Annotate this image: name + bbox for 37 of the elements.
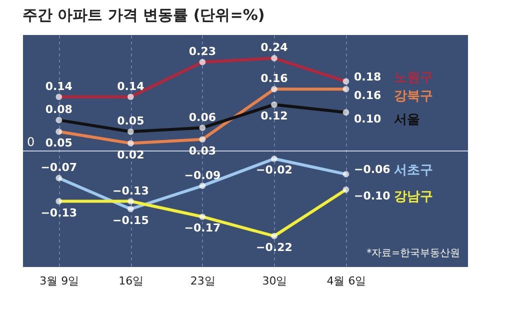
x-tick-label: 4월 6일 (326, 274, 366, 288)
text: 서울 (394, 112, 420, 128)
data-label: 0.14 (117, 80, 145, 93)
x-tick-label: 23일 (190, 274, 216, 288)
data-label: 0.16 (354, 89, 382, 102)
x-tick-label: 30일 (262, 274, 288, 288)
data-label: 0.10 (354, 112, 382, 126)
text: 서초구 (394, 163, 433, 178)
data-label: 0.05 (45, 136, 72, 150)
text: 강남구 (394, 190, 433, 205)
data-label: 0.08 (45, 103, 72, 116)
x-tick-label: 3월 9일 (40, 274, 80, 288)
data-label: −0.15 (112, 214, 149, 227)
data-label: 0.18 (354, 70, 382, 84)
text: 강북구 (394, 89, 433, 104)
annotation: *자료=한국부동산원 (366, 248, 460, 259)
data-label: −0.07 (40, 161, 78, 174)
text: 노원구 (394, 70, 433, 86)
data-label: −0.13 (40, 206, 78, 220)
data-label: −0.10 (354, 190, 391, 203)
data-label: 0.14 (45, 80, 73, 93)
chart-title: 주간 아파트 가격 변동률 (단위=%) (22, 6, 265, 24)
data-label: 0.24 (260, 41, 288, 54)
data-label: −0.02 (256, 164, 292, 177)
data-label: −0.17 (184, 222, 221, 235)
data-label: 0.16 (260, 72, 288, 86)
data-label: 0.02 (117, 148, 144, 162)
data-label: 0.12 (260, 110, 288, 123)
data-label: 0.23 (188, 45, 216, 58)
ref-line-label: 0 (27, 135, 35, 149)
x-tick-label: 16일 (118, 274, 144, 288)
data-label: 0.06 (188, 110, 216, 124)
data-label: 0.05 (117, 114, 144, 128)
data-label: −0.22 (256, 241, 292, 254)
data-label: −0.13 (112, 184, 149, 198)
data-label: −0.06 (354, 163, 391, 176)
data-label: −0.09 (184, 168, 221, 182)
